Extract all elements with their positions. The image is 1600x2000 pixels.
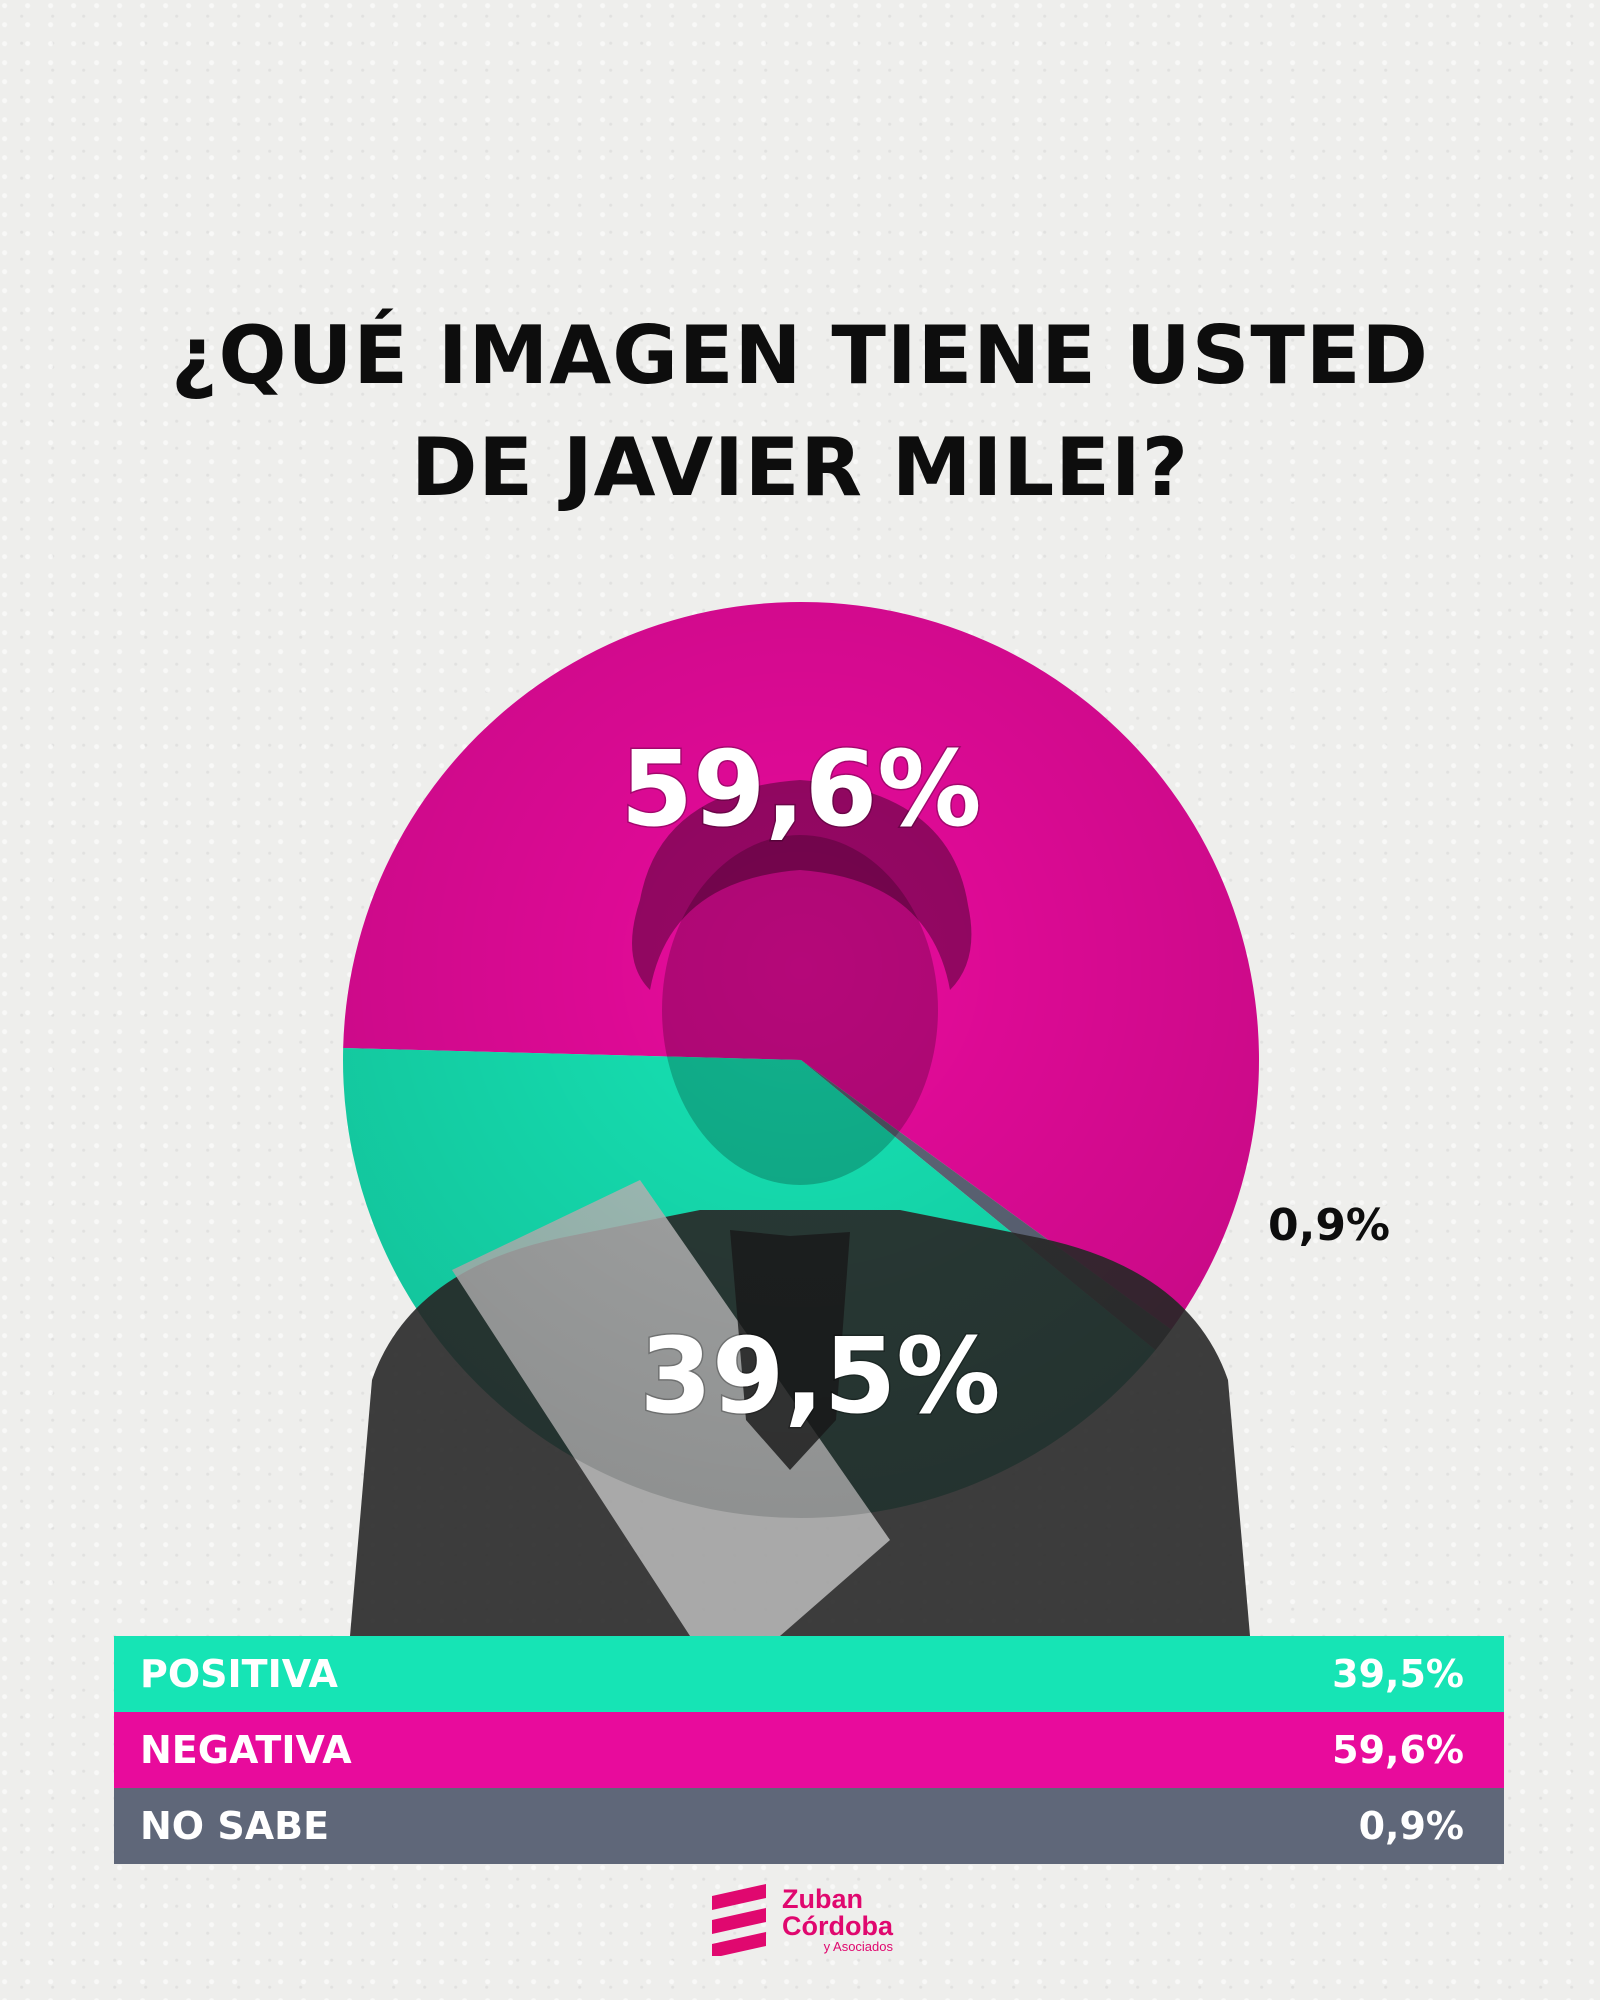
legend-label: POSITIVA (140, 1652, 338, 1696)
legend-value: 39,5% (1332, 1652, 1464, 1696)
chart-title: ¿QUÉ IMAGEN TIENE USTED DE JAVIER MILEI? (0, 300, 1600, 524)
data-label-no-sabe: 0,9% (1268, 1200, 1390, 1251)
zuban-cordoba-logo-icon (712, 1884, 766, 1956)
legend-label: NO SABE (140, 1804, 330, 1848)
title-line-2: DE JAVIER MILEI? (410, 421, 1190, 514)
legend-value: 59,6% (1332, 1728, 1464, 1772)
logo-line-2: Córdoba (782, 1910, 893, 1941)
title-line-1: ¿QUÉ IMAGEN TIENE USTED (171, 309, 1429, 402)
pie-chart: 59,6% 39,5% 0,9% (343, 601, 1390, 1636)
legend-row-negativa: NEGATIVA 59,6% (114, 1712, 1504, 1788)
legend-value: 0,9% (1358, 1804, 1464, 1848)
data-label-negativa: 59,6% (621, 728, 982, 850)
logo-text: Zuban Córdoba y Asociados (782, 1883, 893, 1954)
legend-row-positiva: POSITIVA 39,5% (114, 1636, 1504, 1712)
legend-label: NEGATIVA (140, 1728, 352, 1772)
brand-logo: Zuban Córdoba y Asociados (708, 1882, 893, 1956)
data-label-positiva: 39,5% (640, 1315, 1001, 1437)
legend-row-no-sabe: NO SABE 0,9% (114, 1788, 1504, 1864)
logo-line-3: y Asociados (823, 1938, 893, 1954)
legend-table: POSITIVA 39,5% NEGATIVA 59,6% NO SABE 0,… (114, 1636, 1504, 1864)
logo-line-1: Zuban (782, 1883, 863, 1914)
